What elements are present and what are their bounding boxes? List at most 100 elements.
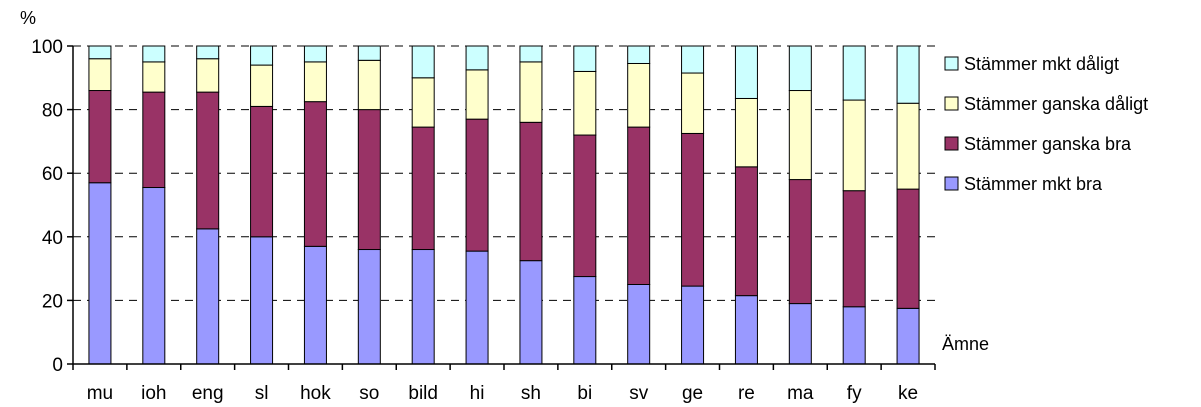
- bar-segment: [196, 91, 220, 230]
- y-tick-label: 100: [31, 37, 63, 58]
- x-tick-label: ge: [682, 383, 703, 404]
- bar-segment: [627, 62, 651, 128]
- x-tick-label: sl: [255, 383, 269, 404]
- bar-segment: [250, 105, 274, 238]
- y-axis-label: %: [20, 8, 36, 28]
- bar-segment: [734, 295, 758, 365]
- bar-segment: [465, 250, 489, 365]
- bar-segment: [681, 132, 705, 287]
- legend-swatch: [944, 136, 959, 151]
- bar-segment: [519, 45, 543, 63]
- bar-segment: [788, 303, 812, 365]
- bar-segment: [627, 126, 651, 285]
- x-tick-label: ma: [787, 383, 814, 404]
- bar-segment: [896, 45, 920, 104]
- bar-segment: [573, 276, 597, 365]
- bar-segment: [357, 249, 381, 365]
- bar-segment: [411, 126, 435, 251]
- x-tick-label: re: [738, 383, 755, 404]
- bars: [88, 45, 920, 365]
- x-tick-labels: mu ioh eng sl hok so bild hi sh bi sv ge re ma fy ke: [72, 364, 936, 404]
- bar-segment: [519, 260, 543, 365]
- bar-segment: [573, 45, 597, 72]
- x-tick-label: eng: [192, 383, 224, 404]
- x-tick-label: ioh: [141, 383, 166, 404]
- x-tick-label: so: [359, 383, 379, 404]
- bar-segment: [196, 58, 220, 93]
- bar-segment: [88, 45, 112, 60]
- y-tick-label: 20: [42, 291, 63, 312]
- bar-segment: [357, 59, 381, 111]
- x-tick-label: hok: [300, 383, 331, 404]
- bar-segment: [519, 61, 543, 123]
- bar-segment: [142, 91, 166, 189]
- x-tick-label: sh: [521, 383, 541, 404]
- bar-segment: [357, 45, 381, 61]
- bar-segment: [303, 101, 327, 247]
- bar-segment: [573, 134, 597, 278]
- x-tick-label: fy: [847, 383, 862, 404]
- bar-segment: [465, 118, 489, 252]
- legend-swatch: [944, 96, 959, 111]
- bar-segment: [142, 187, 166, 365]
- legend-label: Stämmer ganska dåligt: [964, 94, 1148, 114]
- bar-segment: [788, 90, 812, 181]
- y-tick-label: 60: [42, 164, 63, 185]
- x-axis-label: Ämne: [942, 334, 989, 354]
- bar-segment: [681, 72, 705, 134]
- legend-swatch: [944, 176, 959, 191]
- bar-segment: [250, 45, 274, 66]
- bar-segment: [88, 90, 112, 184]
- bar-segment: [142, 45, 166, 63]
- bar-segment: [411, 45, 435, 79]
- bar-segment: [519, 121, 543, 262]
- bar-segment: [788, 45, 812, 92]
- y-tick-label: 0: [52, 355, 63, 376]
- bar-segment: [734, 45, 758, 99]
- bar-segment: [142, 61, 166, 93]
- bar-segment: [196, 228, 220, 365]
- bar-segment: [627, 284, 651, 365]
- bar-segment: [303, 45, 327, 63]
- bar-segment: [627, 45, 651, 64]
- x-tick-label: bi: [577, 383, 592, 404]
- bar-segment: [734, 97, 758, 168]
- legend: Stämmer mkt dåligt Stämmer ganska dåligt S…: [944, 54, 1148, 194]
- bar-segment: [842, 306, 866, 365]
- x-tick-label: sv: [629, 383, 649, 404]
- bar-segment: [465, 69, 489, 120]
- x-tick-label: hi: [470, 383, 485, 404]
- bar-segment: [357, 109, 381, 251]
- legend-label: Stämmer ganska bra: [964, 134, 1132, 154]
- bar-segment: [88, 182, 112, 365]
- bar-segment: [681, 285, 705, 365]
- bar-segment: [734, 166, 758, 297]
- x-tick-label: mu: [87, 383, 113, 404]
- legend-swatch: [944, 56, 959, 71]
- legend-label: Stämmer mkt dåligt: [964, 54, 1119, 74]
- x-tick-label: bild: [408, 383, 438, 404]
- bar-segment: [303, 245, 327, 365]
- y-tick-labels: 0 20 40 60 80 100: [31, 37, 73, 376]
- bar-segment: [573, 70, 597, 136]
- bar-segment: [896, 307, 920, 365]
- bar-segment: [411, 77, 435, 128]
- bar-segment: [303, 61, 327, 103]
- bar-segment: [842, 45, 866, 101]
- bar-segment: [250, 64, 274, 107]
- bar-segment: [411, 249, 435, 365]
- y-tick-label: 40: [42, 228, 63, 249]
- y-tick-label: 80: [42, 101, 63, 122]
- bar-segment: [788, 179, 812, 305]
- bar-segment: [842, 190, 866, 308]
- legend-label: Stämmer mkt bra: [964, 174, 1103, 194]
- bar-segment: [896, 188, 920, 309]
- bar-segment: [250, 236, 274, 365]
- bar-segment: [842, 99, 866, 192]
- bar-segment: [681, 45, 705, 74]
- x-tick-label: ke: [898, 383, 918, 404]
- bar-segment: [88, 58, 112, 92]
- bar-segment: [896, 102, 920, 190]
- bar-segment: [196, 45, 220, 60]
